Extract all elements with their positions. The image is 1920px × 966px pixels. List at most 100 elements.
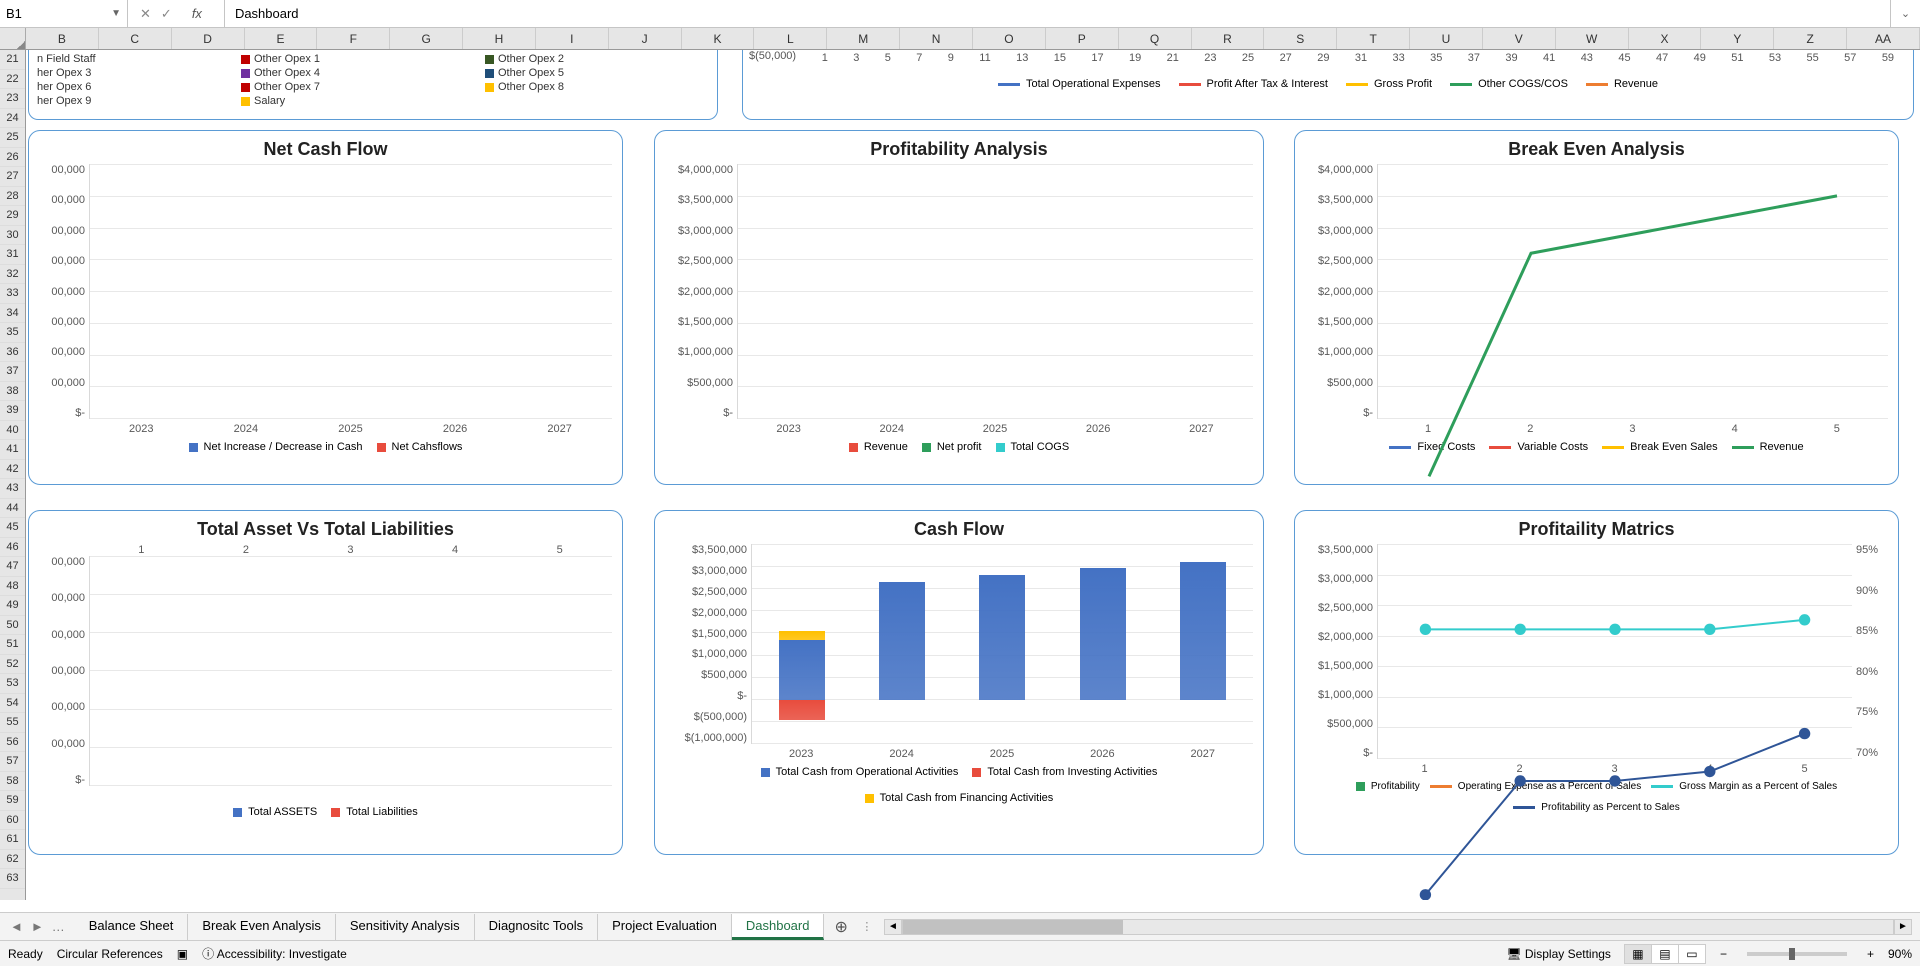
row-header[interactable]: 46 <box>0 538 25 558</box>
row-header[interactable]: 54 <box>0 694 25 714</box>
row-header[interactable]: 25 <box>0 128 25 148</box>
row-header[interactable]: 62 <box>0 850 25 870</box>
row-header[interactable]: 45 <box>0 518 25 538</box>
normal-view-button[interactable]: ▦ <box>1624 944 1652 964</box>
zoom-level[interactable]: 90% <box>1888 947 1912 961</box>
row-header[interactable]: 50 <box>0 616 25 636</box>
scroll-track[interactable] <box>902 919 1894 935</box>
row-header[interactable]: 38 <box>0 382 25 402</box>
row-header[interactable]: 51 <box>0 635 25 655</box>
column-header[interactable]: R <box>1192 28 1265 49</box>
row-header[interactable]: 26 <box>0 148 25 168</box>
sheet-tab[interactable]: Project Evaluation <box>598 914 732 940</box>
row-header[interactable]: 58 <box>0 772 25 792</box>
zoom-thumb[interactable] <box>1789 948 1795 960</box>
column-header[interactable]: X <box>1629 28 1702 49</box>
column-header[interactable]: G <box>390 28 463 49</box>
row-header[interactable]: 39 <box>0 401 25 421</box>
column-header[interactable]: P <box>1046 28 1119 49</box>
row-header[interactable]: 43 <box>0 479 25 499</box>
page-break-view-button[interactable]: ▭ <box>1678 944 1706 964</box>
column-header[interactable]: L <box>754 28 827 49</box>
scroll-right-button[interactable]: ► <box>1894 919 1912 935</box>
row-header[interactable]: 57 <box>0 752 25 772</box>
tab-nav-next-icon[interactable]: ► <box>27 919 48 934</box>
select-all-button[interactable] <box>0 28 26 49</box>
accessibility-status[interactable]: ⓘ Accessibility: Investigate <box>202 945 347 962</box>
row-header[interactable]: 31 <box>0 245 25 265</box>
row-header[interactable]: 60 <box>0 811 25 831</box>
row-header[interactable]: 53 <box>0 674 25 694</box>
tab-nav-buttons[interactable]: ◄ ► … <box>0 919 75 934</box>
sheet-tab[interactable]: Dashboard <box>732 914 825 940</box>
row-header[interactable]: 36 <box>0 343 25 363</box>
column-header[interactable]: B <box>26 28 99 49</box>
add-sheet-button[interactable]: ⊕ <box>824 917 857 937</box>
column-header[interactable]: W <box>1556 28 1629 49</box>
row-header[interactable]: 41 <box>0 440 25 460</box>
column-header[interactable]: Z <box>1774 28 1847 49</box>
row-header[interactable]: 49 <box>0 596 25 616</box>
row-header[interactable]: 56 <box>0 733 25 753</box>
row-header[interactable]: 40 <box>0 421 25 441</box>
column-header[interactable]: E <box>245 28 318 49</box>
page-layout-view-button[interactable]: ▤ <box>1651 944 1679 964</box>
row-header[interactable]: 63 <box>0 869 25 889</box>
row-header[interactable]: 27 <box>0 167 25 187</box>
zoom-slider[interactable] <box>1747 952 1847 956</box>
tabs-divider-icon[interactable]: ⋮ <box>858 920 876 933</box>
sheet-tab[interactable]: Sensitivity Analysis <box>336 914 475 940</box>
scroll-left-button[interactable]: ◄ <box>884 919 902 935</box>
row-header[interactable]: 61 <box>0 830 25 850</box>
column-header[interactable]: V <box>1483 28 1556 49</box>
column-header[interactable]: AA <box>1847 28 1920 49</box>
row-header[interactable]: 59 <box>0 791 25 811</box>
tab-nav-more-icon[interactable]: … <box>48 919 69 934</box>
scroll-thumb[interactable] <box>903 920 1123 934</box>
spreadsheet-grid[interactable]: n Field StaffOther Opex 1Other Opex 2her… <box>26 50 1920 900</box>
horizontal-scrollbar[interactable]: ◄ ► <box>876 919 1920 935</box>
column-header[interactable]: C <box>99 28 172 49</box>
zoom-out-button[interactable]: − <box>1720 947 1727 961</box>
display-settings-button[interactable]: 🖥 Display Settings <box>1506 947 1611 961</box>
zoom-in-button[interactable]: + <box>1867 947 1874 961</box>
row-header[interactable]: 48 <box>0 577 25 597</box>
column-header[interactable]: O <box>973 28 1046 49</box>
row-header[interactable]: 34 <box>0 304 25 324</box>
sheet-tab[interactable]: Break Even Analysis <box>188 914 336 940</box>
column-header[interactable]: D <box>172 28 245 49</box>
row-header[interactable]: 44 <box>0 499 25 519</box>
row-header[interactable]: 24 <box>0 109 25 129</box>
fx-label[interactable]: fx <box>182 6 212 21</box>
row-header[interactable]: 42 <box>0 460 25 480</box>
row-header[interactable]: 28 <box>0 187 25 207</box>
tab-nav-prev-icon[interactable]: ◄ <box>6 919 27 934</box>
column-header[interactable]: Q <box>1119 28 1192 49</box>
column-header[interactable]: U <box>1410 28 1483 49</box>
row-header[interactable]: 29 <box>0 206 25 226</box>
formula-value[interactable]: Dashboard <box>225 6 1890 21</box>
sheet-tab[interactable]: Balance Sheet <box>75 914 189 940</box>
row-header[interactable]: 30 <box>0 226 25 246</box>
column-header[interactable]: H <box>463 28 536 49</box>
expand-formula-bar-icon[interactable]: ⌄ <box>1890 0 1920 27</box>
row-header[interactable]: 47 <box>0 557 25 577</box>
column-header[interactable]: J <box>609 28 682 49</box>
column-header[interactable]: M <box>827 28 900 49</box>
column-header[interactable]: F <box>317 28 390 49</box>
column-header[interactable]: T <box>1337 28 1410 49</box>
row-header[interactable]: 23 <box>0 89 25 109</box>
column-header[interactable]: K <box>682 28 755 49</box>
macro-record-icon[interactable]: ▣ <box>177 947 188 961</box>
column-header[interactable]: I <box>536 28 609 49</box>
column-header[interactable]: Y <box>1701 28 1774 49</box>
accept-icon[interactable]: ✓ <box>161 6 172 22</box>
column-header[interactable]: N <box>900 28 973 49</box>
row-header[interactable]: 21 <box>0 50 25 70</box>
name-box-dropdown-icon[interactable]: ▼ <box>111 8 121 19</box>
sheet-tab[interactable]: Diagnositc Tools <box>475 914 598 940</box>
row-header[interactable]: 22 <box>0 70 25 90</box>
cancel-icon[interactable]: ✕ <box>140 6 151 22</box>
row-header[interactable]: 55 <box>0 713 25 733</box>
name-box[interactable]: B1 ▼ <box>0 0 128 27</box>
